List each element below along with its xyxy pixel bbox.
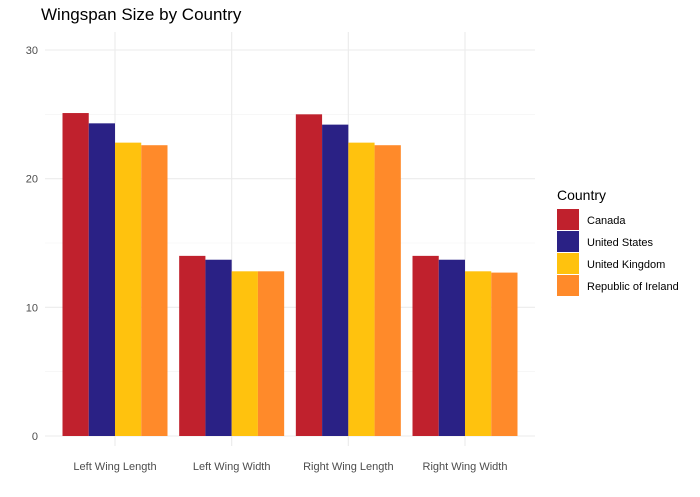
x-axis: Left Wing Length Left Wing Width Right Win… bbox=[73, 461, 507, 473]
y-tick-label: 20 bbox=[26, 174, 38, 186]
x-tick-label: Left Wing Width bbox=[193, 461, 271, 473]
bar bbox=[231, 271, 258, 436]
bar bbox=[374, 145, 401, 437]
bar bbox=[179, 255, 206, 436]
bar bbox=[141, 145, 168, 437]
legend-label: Republic of Ireland bbox=[587, 281, 679, 293]
bar bbox=[88, 123, 115, 436]
bar bbox=[465, 271, 492, 436]
y-tick-label: 30 bbox=[26, 45, 38, 57]
bar bbox=[257, 271, 285, 436]
bars bbox=[62, 113, 518, 437]
y-tick-label: 0 bbox=[32, 431, 38, 443]
y-tick-label: 10 bbox=[26, 302, 38, 314]
bar bbox=[295, 114, 323, 436]
x-tick-label: Right Wing Width bbox=[423, 461, 508, 473]
bar bbox=[348, 142, 375, 436]
legend-key bbox=[557, 275, 579, 296]
x-tick-label: Right Wing Length bbox=[303, 461, 394, 473]
legend-label: United Kingdom bbox=[587, 259, 665, 271]
chart-title: Wingspan Size by Country bbox=[41, 5, 242, 24]
y-axis: 0 10 20 30 bbox=[26, 45, 38, 443]
bar bbox=[62, 113, 89, 437]
x-tick-label: Left Wing Length bbox=[73, 461, 156, 473]
legend-title: Country bbox=[557, 187, 606, 203]
legend-label: United States bbox=[587, 237, 654, 249]
bar bbox=[412, 255, 439, 436]
legend-key bbox=[557, 253, 579, 274]
legend-key bbox=[557, 209, 579, 230]
bar bbox=[491, 272, 518, 436]
legend-key bbox=[557, 231, 579, 252]
bar bbox=[322, 124, 349, 437]
bar bbox=[205, 259, 232, 436]
legend: Country Canada United States United Kingdo… bbox=[557, 187, 679, 296]
bar bbox=[438, 259, 465, 436]
bar bbox=[115, 142, 142, 436]
legend-label: Canada bbox=[587, 215, 626, 227]
